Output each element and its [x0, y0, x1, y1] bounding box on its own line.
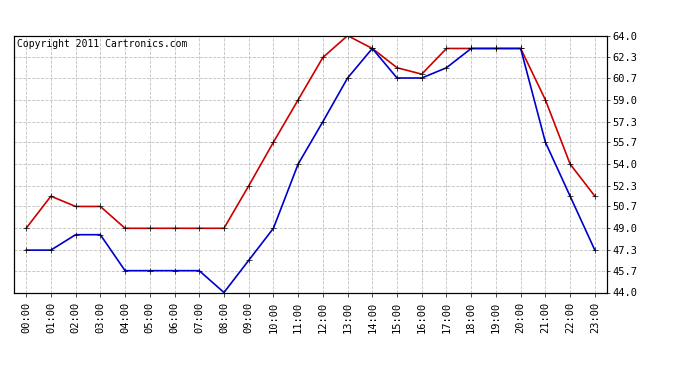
Text: Copyright 2011 Cartronics.com: Copyright 2011 Cartronics.com [17, 39, 187, 50]
Text: Outdoor Temperature (vs) Wind Chill (Last 24 Hours) 20110317: Outdoor Temperature (vs) Wind Chill (Las… [103, 9, 587, 23]
